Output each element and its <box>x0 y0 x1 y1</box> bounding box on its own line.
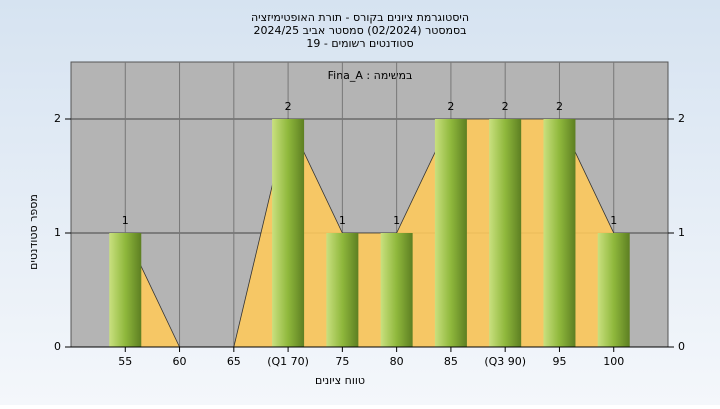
x-tick-label: 65 <box>227 355 241 368</box>
value-label: 1 <box>122 214 129 227</box>
value-label: 1 <box>339 214 346 227</box>
y2-tick-label: 2 <box>678 112 685 125</box>
value-label: 2 <box>502 100 509 113</box>
y-tick-label: 1 <box>54 226 61 239</box>
bar <box>597 233 630 347</box>
value-label: 2 <box>285 100 292 113</box>
x-tick-label: 100 <box>603 355 624 368</box>
value-label: 2 <box>556 100 563 113</box>
y-tick-label: 0 <box>54 340 61 353</box>
bar <box>489 119 522 347</box>
chart-title: היסטוגרמת ציונים בקורס - תורת האופטימיזצ… <box>251 11 469 24</box>
y2-tick-label: 1 <box>678 226 685 239</box>
value-label: 2 <box>447 100 454 113</box>
x-tick-label: 95 <box>552 355 566 368</box>
annotation: במשימה : Fina_A <box>328 69 413 82</box>
x-tick-label: 75 <box>335 355 349 368</box>
x-tick-label: (Q1 70) <box>267 355 309 368</box>
x-tick-label: 55 <box>118 355 132 368</box>
bar <box>272 119 305 347</box>
y-tick-label: 2 <box>54 112 61 125</box>
x-tick-label: 60 <box>173 355 187 368</box>
x-tick-label: 80 <box>390 355 404 368</box>
y-axis-label: מספר סטודנטים <box>27 194 40 270</box>
value-label: 1 <box>393 214 400 227</box>
x-tick-label: 85 <box>444 355 458 368</box>
bar <box>380 233 413 347</box>
chart-subtitle: סטודנטים רשומים - 19 <box>306 37 413 50</box>
bar <box>109 233 142 347</box>
bar <box>543 119 576 347</box>
bar <box>434 119 467 347</box>
bar <box>326 233 359 347</box>
x-tick-label: (Q3 90) <box>484 355 526 368</box>
x-axis-label: טווח ציונים <box>315 374 365 387</box>
y2-tick-label: 0 <box>678 340 685 353</box>
chart-subtitle: בסמסטר (02/2024) סמסטר אביב 2024/25 <box>253 24 466 37</box>
value-label: 1 <box>610 214 617 227</box>
